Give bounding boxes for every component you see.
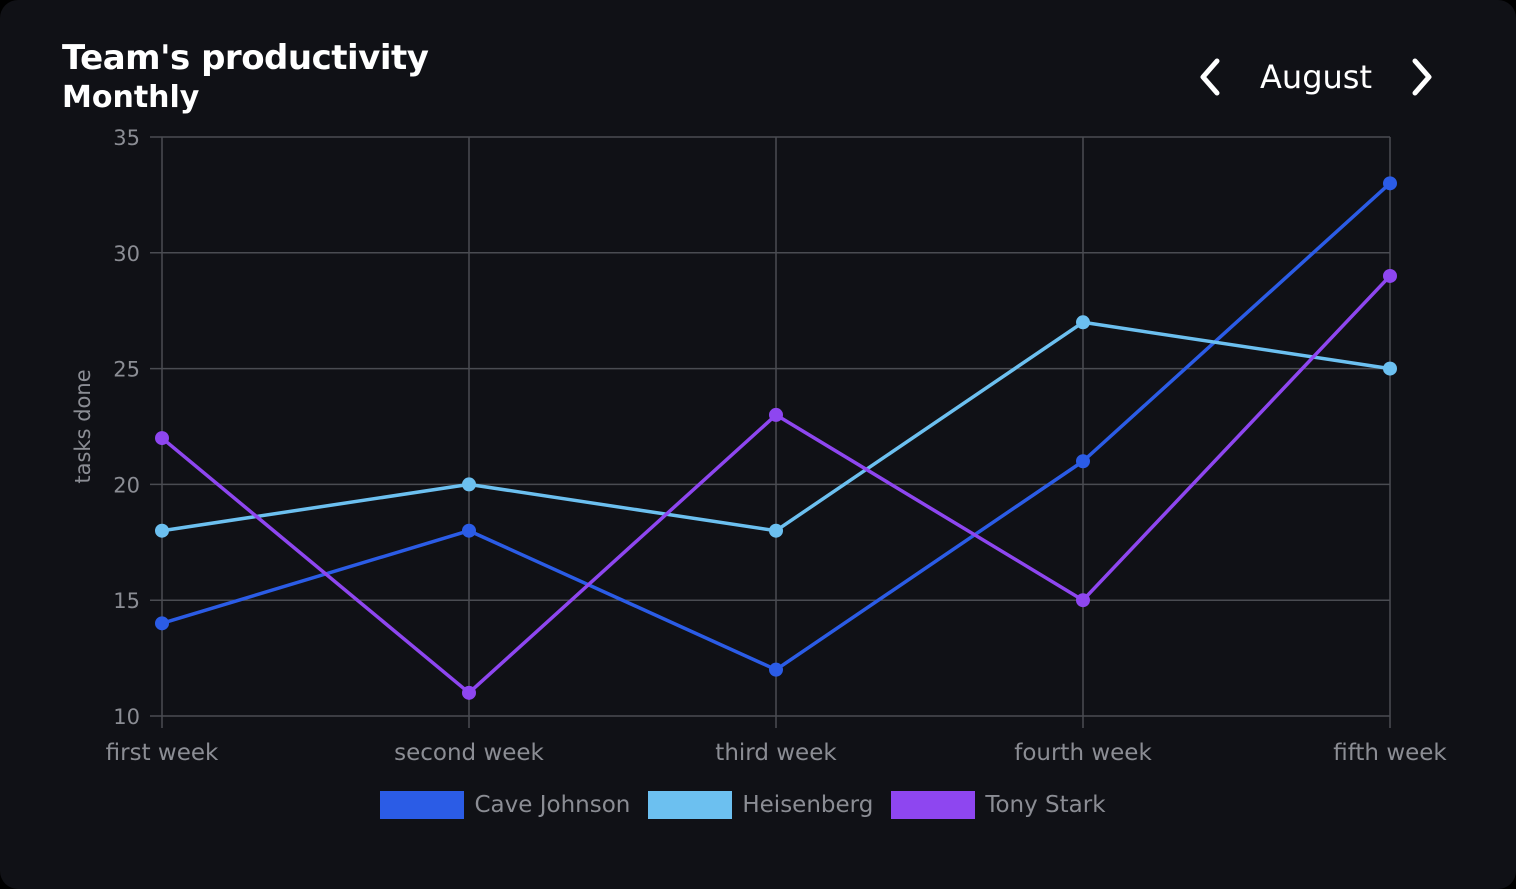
data-point-tony-stark [769, 407, 783, 422]
legend-item-tony-stark[interactable]: Tony Stark [891, 791, 1106, 819]
chevron-right-icon [1412, 58, 1432, 96]
data-point-tony-stark [155, 431, 169, 446]
data-point-tony-stark [1076, 593, 1090, 608]
y-axis-label: tasks done [71, 369, 95, 483]
data-point-cave-johnson [769, 662, 783, 677]
month-label: August [1260, 58, 1372, 96]
legend-swatch [891, 791, 976, 819]
data-point-heisenberg [1076, 315, 1090, 330]
data-point-cave-johnson [462, 523, 476, 538]
data-point-heisenberg [769, 523, 783, 538]
chevron-left-icon [1200, 58, 1220, 96]
chart-legend: Cave Johnson Heisenberg Tony Stark [0, 789, 1516, 821]
x-tick-label: fourth week [1014, 740, 1152, 766]
data-point-cave-johnson [1383, 176, 1397, 191]
y-tick-label: 35 [113, 126, 140, 150]
legend-item-cave-johnson[interactable]: Cave Johnson [380, 791, 630, 819]
data-point-heisenberg [1383, 361, 1397, 376]
x-tick-label: first week [106, 740, 219, 766]
chart-subtitle: Monthly [62, 80, 200, 115]
chart-title: Team's productivity [62, 38, 429, 78]
y-tick-label: 20 [113, 473, 140, 497]
y-tick-label: 25 [113, 358, 140, 382]
data-point-cave-johnson [1076, 454, 1090, 469]
legend-label: Cave Johnson [474, 792, 631, 818]
line-chart: 10 15 20 25 30 35 first week second week third w… [71, 126, 1447, 766]
y-tick-label: 15 [113, 589, 140, 613]
x-tick-label: second week [394, 740, 544, 766]
data-point-tony-stark [462, 685, 476, 700]
month-navigator: August [1192, 52, 1440, 102]
y-tick-label: 30 [113, 242, 140, 266]
next-month-button[interactable] [1404, 52, 1440, 102]
legend-label: Heisenberg [742, 792, 874, 818]
legend-swatch [648, 791, 733, 819]
legend-swatch [380, 791, 465, 819]
data-point-heisenberg [462, 477, 476, 492]
x-tick-label: fifth week [1333, 740, 1447, 766]
legend-label: Tony Stark [985, 792, 1106, 818]
data-point-heisenberg [155, 523, 169, 538]
data-point-cave-johnson [155, 616, 169, 631]
prev-month-button[interactable] [1192, 52, 1228, 102]
data-point-tony-stark [1383, 268, 1397, 283]
x-tick-label: third week [715, 740, 837, 766]
y-tick-label: 10 [113, 705, 140, 729]
legend-item-heisenberg[interactable]: Heisenberg [648, 791, 873, 819]
